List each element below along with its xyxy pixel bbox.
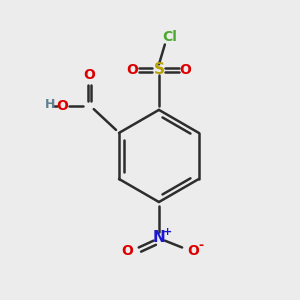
Text: N: N [152,230,165,245]
Text: O: O [122,244,133,258]
Text: O: O [180,63,192,77]
Text: Cl: Cl [162,30,177,44]
Text: +: + [163,227,172,237]
Text: O: O [57,99,68,113]
Text: O: O [126,63,138,77]
Text: O: O [83,68,95,82]
Text: -: - [199,239,204,252]
Text: S: S [153,62,164,77]
Text: O: O [188,244,199,258]
Text: H: H [45,98,55,112]
